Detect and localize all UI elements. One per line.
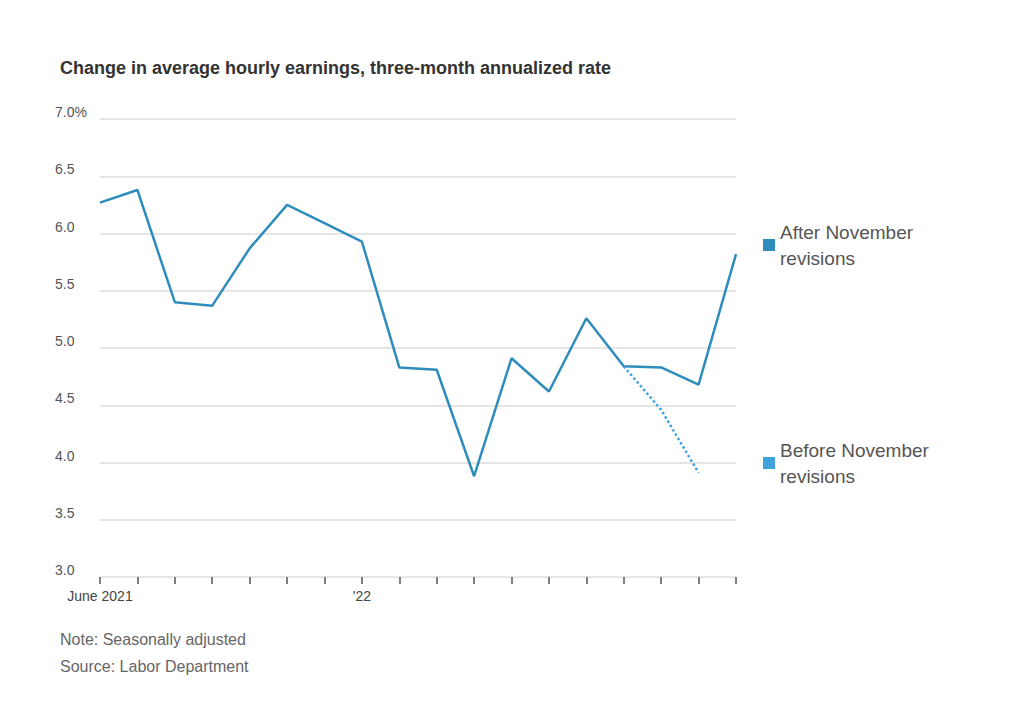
- svg-text:6.5: 6.5: [55, 161, 75, 177]
- svg-text:revisions: revisions: [780, 466, 855, 487]
- svg-text:Change in average hourly earni: Change in average hourly earnings, three…: [60, 58, 611, 78]
- svg-text:5.5: 5.5: [55, 276, 75, 292]
- svg-text:6.0: 6.0: [55, 219, 75, 235]
- svg-text:5.0: 5.0: [55, 333, 75, 349]
- svg-text:June 2021: June 2021: [67, 588, 133, 604]
- svg-text:7.0%: 7.0%: [55, 104, 87, 120]
- svg-text:Note: Seasonally adjusted: Note: Seasonally adjusted: [60, 631, 246, 648]
- svg-text:Before November: Before November: [780, 440, 934, 461]
- svg-text:After November: After November: [780, 222, 918, 243]
- svg-text:4.0: 4.0: [55, 448, 75, 464]
- svg-text:3.5: 3.5: [55, 505, 75, 521]
- svg-text:4.5: 4.5: [55, 390, 75, 406]
- svg-text:Source: Labor Department: Source: Labor Department: [60, 658, 249, 675]
- svg-text:'22: '22: [353, 588, 371, 604]
- svg-text:3.0: 3.0: [55, 562, 75, 578]
- svg-text:revisions: revisions: [780, 248, 855, 269]
